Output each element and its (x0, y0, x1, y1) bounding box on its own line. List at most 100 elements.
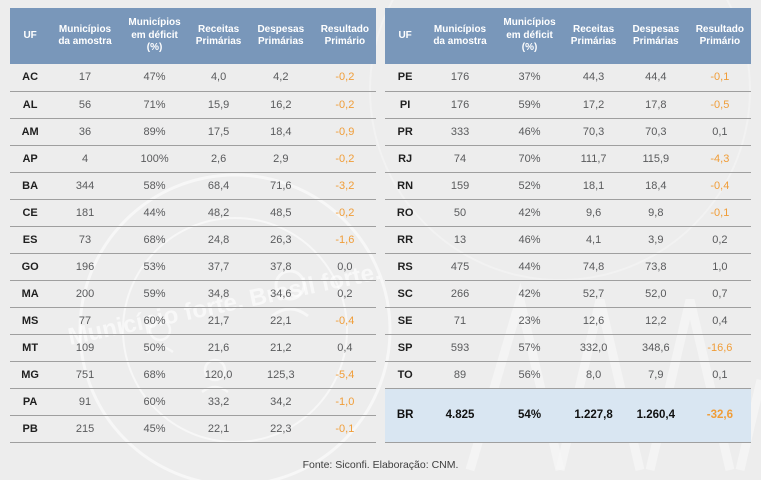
receitas-cell: 70,3 (564, 118, 623, 146)
despesas-cell: 125,3 (247, 361, 314, 389)
despesas-cell: 71,6 (247, 172, 314, 200)
uf-cell: AC (10, 64, 51, 92)
uf-cell: PE (385, 64, 426, 92)
uf-cell: SC (385, 280, 426, 308)
uf-cell: MA (10, 280, 51, 308)
uf-cell: MT (10, 334, 51, 362)
tables-container: UF Municípios da amostra Municípios em d… (10, 8, 751, 443)
uf-cell: AM (10, 118, 51, 146)
uf-cell: PR (385, 118, 426, 146)
resultado-cell: 0,0 (313, 253, 376, 281)
deficit-cell: 44% (119, 199, 190, 227)
amostra-cell: 73 (50, 226, 120, 254)
col-header-receitas: Receitas Primárias (564, 8, 623, 64)
table-row: AL 56 71% 15,9 16,2 -0,2 (10, 91, 376, 119)
resultado-cell: -0,4 (688, 172, 751, 200)
uf-cell: BR (385, 388, 426, 443)
table-row: PR 333 46% 70,3 70,3 0,1 (385, 118, 751, 146)
receitas-cell: 4,1 (564, 226, 623, 254)
resultado-cell: -0,2 (313, 145, 376, 173)
resultado-cell: -0,2 (313, 199, 376, 227)
uf-cell: ES (10, 226, 51, 254)
col-header-amostra: Municípios da amostra (50, 8, 120, 64)
resultado-cell: 0,1 (688, 118, 751, 146)
despesas-cell: 34,2 (247, 388, 314, 416)
table-body: AC 17 47% 4,0 4,2 -0,2 AL 56 71% 15,9 16… (10, 64, 376, 443)
uf-cell: CE (10, 199, 51, 227)
despesas-cell: 70,3 (622, 118, 689, 146)
deficit-cell: 57% (494, 334, 565, 362)
resultado-cell: -0,2 (313, 91, 376, 119)
deficit-cell: 60% (119, 307, 190, 335)
deficit-cell: 60% (119, 388, 190, 416)
amostra-cell: 4 (50, 145, 120, 173)
deficit-cell: 46% (494, 118, 565, 146)
resultado-cell: 0,1 (688, 361, 751, 389)
table-row: RR 13 46% 4,1 3,9 0,2 (385, 226, 751, 254)
table-row: MA 200 59% 34,8 34,6 0,2 (10, 280, 376, 308)
uf-cell: RJ (385, 145, 426, 173)
amostra-cell: 50 (425, 199, 495, 227)
col-header-deficit: Municípios em déficit (%) (119, 8, 190, 64)
receitas-cell: 21,7 (189, 307, 248, 335)
amostra-cell: 176 (425, 64, 495, 92)
despesas-cell: 115,9 (622, 145, 689, 173)
deficit-cell: 70% (494, 145, 565, 173)
table-row: PE 176 37% 44,3 44,4 -0,1 (385, 64, 751, 92)
resultado-cell: -4,3 (688, 145, 751, 173)
despesas-cell: 7,9 (622, 361, 689, 389)
resultado-cell: -3,2 (313, 172, 376, 200)
resultado-cell: 0,4 (313, 334, 376, 362)
uf-cell: RR (385, 226, 426, 254)
deficit-cell: 45% (119, 415, 190, 443)
amostra-cell: 4.825 (425, 388, 495, 443)
receitas-cell: 34,8 (189, 280, 248, 308)
deficit-cell: 58% (119, 172, 190, 200)
table-row: RO 50 42% 9,6 9,8 -0,1 (385, 199, 751, 227)
uf-cell: AP (10, 145, 51, 173)
resultado-cell: -0,9 (313, 118, 376, 146)
table-row: MT 109 50% 21,6 21,2 0,4 (10, 334, 376, 362)
col-header-despesas: Despesas Primárias (247, 8, 314, 64)
states-table-right: UF Municípios da amostra Municípios em d… (385, 8, 751, 443)
despesas-cell: 12,2 (622, 307, 689, 335)
amostra-cell: 36 (50, 118, 120, 146)
table-body: PE 176 37% 44,3 44,4 -0,1 PI 176 59% 17,… (385, 64, 751, 389)
resultado-cell: -0,1 (688, 199, 751, 227)
deficit-cell: 50% (119, 334, 190, 362)
despesas-cell: 21,2 (247, 334, 314, 362)
uf-cell: SE (385, 307, 426, 335)
receitas-cell: 1.227,8 (564, 388, 623, 443)
amostra-cell: 215 (50, 415, 120, 443)
table-row: RN 159 52% 18,1 18,4 -0,4 (385, 172, 751, 200)
resultado-cell: -16,6 (688, 334, 751, 362)
table-row: PA 91 60% 33,2 34,2 -1,0 (10, 388, 376, 416)
deficit-cell: 68% (119, 361, 190, 389)
states-table-left: UF Municípios da amostra Municípios em d… (10, 8, 376, 443)
uf-cell: TO (385, 361, 426, 389)
amostra-cell: 159 (425, 172, 495, 200)
resultado-cell: -0,1 (688, 64, 751, 92)
resultado-cell: -1,6 (313, 226, 376, 254)
deficit-cell: 44% (494, 253, 565, 281)
col-header-resultado: Resultado Primário (688, 8, 751, 64)
col-header-amostra: Municípios da amostra (425, 8, 495, 64)
table-row: SC 266 42% 52,7 52,0 0,7 (385, 280, 751, 308)
despesas-cell: 18,4 (622, 172, 689, 200)
receitas-cell: 2,6 (189, 145, 248, 173)
table-row: BA 344 58% 68,4 71,6 -3,2 (10, 172, 376, 200)
deficit-cell: 59% (494, 91, 565, 119)
amostra-cell: 196 (50, 253, 120, 281)
table-row: SE 71 23% 12,6 12,2 0,4 (385, 307, 751, 335)
table-row: PI 176 59% 17,2 17,8 -0,5 (385, 91, 751, 119)
amostra-cell: 71 (425, 307, 495, 335)
despesas-cell: 2,9 (247, 145, 314, 173)
amostra-cell: 89 (425, 361, 495, 389)
despesas-cell: 3,9 (622, 226, 689, 254)
uf-cell: PA (10, 388, 51, 416)
amostra-cell: 593 (425, 334, 495, 362)
resultado-cell: 0,2 (313, 280, 376, 308)
table-total-body: BR 4.825 54% 1.227,8 1.260,4 -32,6 (385, 388, 751, 443)
receitas-cell: 37,7 (189, 253, 248, 281)
amostra-cell: 344 (50, 172, 120, 200)
